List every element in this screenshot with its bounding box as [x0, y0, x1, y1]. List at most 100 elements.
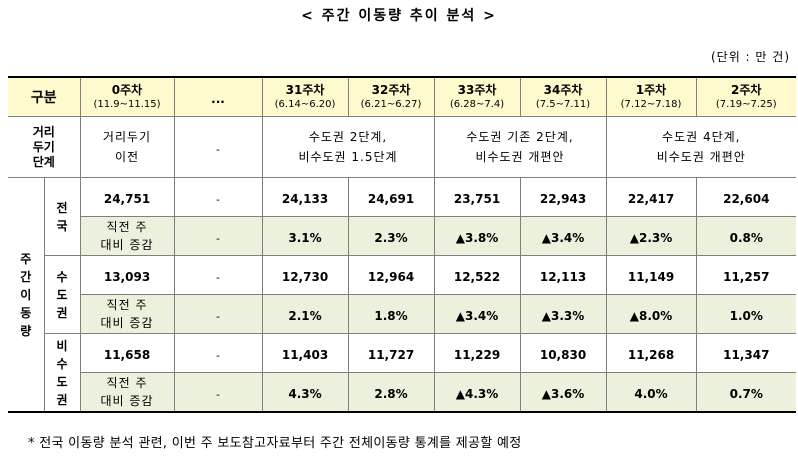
- change-cell: ▲3.6%: [519, 372, 607, 413]
- week-range: (7.19~7.25): [715, 99, 777, 110]
- distancing-group-b-line1: 수도권 기존 2단계,: [466, 130, 574, 144]
- distancing-group-c-line2: 비수도권 개편안: [656, 150, 746, 164]
- change-cell: 1.0%: [695, 294, 797, 334]
- distancing-group-b: 수도권 기존 2단계, 비수도권 개편안: [433, 116, 607, 178]
- table-row: 직전 주 대비 증감 - 2.1% 1.8% ▲3.4% ▲3.3% ▲8.0%…: [8, 294, 797, 334]
- dash: -: [216, 192, 220, 206]
- change-value: ▲3.6%: [541, 386, 585, 401]
- week-range: (6.28~7.4): [449, 99, 505, 110]
- ellipsis-cell: -: [173, 294, 263, 334]
- distancing-group-b-line2: 비수도권 개편안: [475, 150, 565, 164]
- distancing-label-1: 거리: [32, 124, 55, 139]
- distancing-group-c-line1: 수도권 4단계,: [662, 130, 741, 144]
- value-cell: 11,257: [695, 255, 797, 295]
- header-week-33: 33주차 (6.28~7.4): [433, 76, 521, 117]
- week-range: (6.21~6.27): [360, 99, 422, 110]
- value-cell: 11,229: [433, 333, 521, 373]
- change-cell: 3.1%: [261, 216, 349, 256]
- week-label: 1주차: [635, 83, 667, 97]
- change-value: 4.3%: [288, 386, 322, 401]
- change-cell: ▲2.3%: [605, 216, 697, 256]
- change-label-cell: 직전 주 대비 증감: [80, 294, 175, 334]
- change-cell: 2.3%: [347, 216, 435, 256]
- ellipsis-cell: -: [173, 216, 263, 256]
- change-label-1: 직전 주: [106, 298, 148, 312]
- distancing-group-a-line1: 수도권 2단계,: [308, 130, 388, 144]
- dash: -: [216, 142, 220, 156]
- week-label: 31주차: [285, 83, 325, 97]
- value: 11,727: [367, 347, 415, 362]
- change-value: ▲4.3%: [455, 386, 499, 401]
- week-label: 0주차: [111, 83, 143, 97]
- value-cell: 22,417: [605, 177, 697, 217]
- value-cell: 12,730: [261, 255, 349, 295]
- value: 24,751: [103, 191, 151, 206]
- value: 24,133: [281, 191, 329, 206]
- value-cell: 24,691: [347, 177, 435, 217]
- value-cell: 10,830: [519, 333, 607, 373]
- change-cell: 0.7%: [695, 372, 797, 413]
- value-cell: 11,268: [605, 333, 697, 373]
- change-label-cell: 직전 주 대비 증감: [80, 216, 175, 256]
- header-week-31: 31주차 (6.14~6.20): [261, 76, 349, 117]
- change-label-1: 직전 주: [106, 220, 148, 234]
- value-cell: 24,751: [79, 177, 175, 217]
- page-title: < 주간 이동량 추이 분석 >: [301, 8, 497, 24]
- change-cell: ▲3.3%: [519, 294, 607, 334]
- header-label: 구분: [30, 90, 57, 106]
- change-value: ▲2.3%: [629, 230, 673, 245]
- change-value: ▲3.3%: [541, 308, 585, 323]
- dash: -: [216, 231, 220, 245]
- change-cell: ▲3.4%: [519, 216, 607, 256]
- change-cell: 4.0%: [605, 372, 697, 413]
- change-value: ▲3.8%: [455, 230, 499, 245]
- value: 11,229: [453, 347, 501, 362]
- header-week-0: 0주차 (11.9~11.15): [79, 76, 175, 117]
- change-cell: 2.1%: [261, 294, 349, 334]
- change-value: 1.8%: [374, 308, 408, 323]
- change-label-2: 대비 증감: [100, 394, 154, 408]
- dash: -: [216, 309, 220, 323]
- mobility-table: 구분 0주차 (11.9~11.15) ... 31주차 (6.14~6.20) 3…: [8, 76, 797, 413]
- change-value: 2.1%: [288, 308, 322, 323]
- change-value: 0.7%: [729, 386, 763, 401]
- distancing-label-2: 두기: [32, 139, 55, 154]
- value: 22,417: [627, 191, 675, 206]
- change-label-2: 대비 증감: [100, 316, 154, 330]
- change-label-1: 직전 주: [106, 376, 148, 390]
- change-value: ▲8.0%: [629, 308, 673, 323]
- distancing-label-cell: 거리 두기 단계: [8, 116, 81, 178]
- change-value: ▲3.4%: [455, 308, 499, 323]
- change-cell: ▲3.4%: [433, 294, 521, 334]
- value-cell: 23,751: [433, 177, 521, 217]
- ellipsis-cell: -: [173, 255, 263, 295]
- ellipsis-cell: -: [173, 372, 263, 413]
- distancing-group-c: 수도권 4단계, 비수도권 개편안: [605, 116, 797, 178]
- value: 10,830: [539, 347, 587, 362]
- change-cell: 2.8%: [347, 372, 435, 413]
- footnote: * 전국 이동량 분석 관련, 이번 주 보도참고자료부터 주간 전체이동량 통…: [28, 436, 522, 451]
- change-value: 1.0%: [729, 308, 763, 323]
- value-cell: 12,964: [347, 255, 435, 295]
- value-cell: 11,658: [79, 333, 175, 373]
- value: 11,658: [103, 347, 151, 362]
- week-label: 2주차: [731, 83, 762, 97]
- value: 24,691: [367, 191, 415, 206]
- value-cell: 11,403: [261, 333, 349, 373]
- distancing-row: 거리 두기 단계 거리두기 이전 - 수도권 2단계, 비수도권 1.5단계 수…: [8, 116, 797, 178]
- week-range: (6.14~6.20): [274, 99, 336, 110]
- dash: -: [216, 348, 220, 362]
- dash: -: [216, 387, 220, 401]
- value-cell: 11,347: [695, 333, 797, 373]
- value: 22,943: [539, 191, 587, 206]
- change-value: 2.3%: [374, 230, 408, 245]
- value: 13,093: [103, 269, 151, 284]
- week-range: (11.9~11.15): [93, 99, 161, 110]
